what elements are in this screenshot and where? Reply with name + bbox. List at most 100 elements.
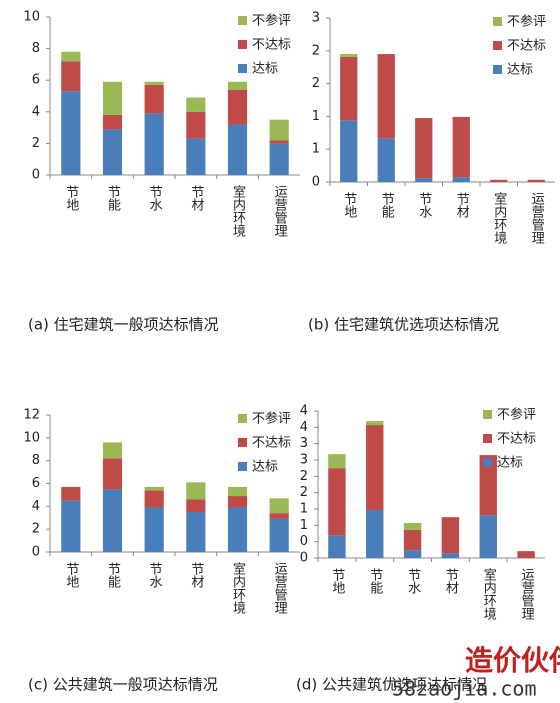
y-tick-label: 1 [300, 518, 308, 533]
bar-segment [144, 486, 164, 491]
bar-segment [377, 54, 395, 139]
x-tick-label: 节材 [443, 568, 459, 594]
bar-segment [340, 56, 358, 121]
bar-segment [61, 91, 81, 175]
bar-segment [186, 482, 206, 500]
bar-segment [366, 509, 384, 558]
chart-caption: (d) 公共建筑优选项达标情况 [296, 676, 487, 694]
legend-label: 不达标 [497, 432, 536, 447]
legend-swatch [238, 40, 247, 49]
x-tick-label: 节水 [405, 568, 421, 594]
y-tick-label: 2 [312, 43, 320, 58]
legend-label: 不参评 [252, 13, 291, 29]
y-tick-label: 6 [32, 73, 40, 88]
bar-segment [269, 498, 289, 514]
y-tick-label: 4 [300, 420, 308, 435]
bar-segment [403, 523, 422, 530]
y-tick-label: 4 [32, 499, 40, 514]
x-tick-label: 节地 [329, 568, 345, 594]
y-tick-label: 12 [23, 408, 40, 423]
bar-segment [452, 116, 470, 178]
bar-segment [102, 489, 123, 552]
y-tick-label: 4 [32, 104, 40, 119]
bar-segment [490, 179, 508, 182]
bar-segment [102, 81, 123, 115]
x-tick-label: 运营管理 [272, 185, 288, 237]
legend-label: 达标 [252, 62, 278, 77]
y-tick-label: 1 [312, 142, 320, 157]
x-tick-label: 运营管理 [272, 562, 288, 614]
bar-segment [227, 496, 248, 508]
watermark-name: 造价伙伴网 [465, 644, 560, 677]
x-tick-label: 节材 [454, 192, 470, 218]
bar-segment [227, 124, 248, 175]
x-tick-label: 室内环境 [491, 191, 507, 244]
legend-swatch [238, 414, 247, 423]
bar-segment [527, 179, 545, 182]
y-tick-label: 2 [32, 136, 40, 151]
bar-segment [415, 178, 433, 182]
legend-swatch [238, 64, 247, 73]
bar-segment [452, 177, 470, 182]
bar-segment [227, 81, 248, 90]
bar-segment [102, 114, 123, 130]
legend-swatch [493, 41, 502, 50]
bar-segment [415, 118, 433, 179]
legend-swatch [238, 438, 247, 447]
y-tick-label: 1 [312, 109, 320, 124]
legend-label: 达标 [252, 460, 278, 475]
bar-segment [441, 517, 460, 554]
y-tick-label: 8 [32, 41, 40, 56]
bar-segment [227, 507, 248, 552]
legend-label: 不参评 [507, 14, 546, 30]
bar-segment [269, 119, 289, 141]
y-tick-label: 10 [23, 10, 40, 25]
bar-segment [517, 551, 535, 558]
bar-segment [366, 425, 384, 510]
x-tick-label: 室内环境 [230, 184, 246, 237]
bar-segment [227, 486, 248, 497]
bar-segment [186, 111, 206, 139]
x-tick-label: 节地 [63, 185, 79, 211]
bar-segment [227, 89, 248, 125]
bar-segment [403, 529, 422, 551]
bar-segment [61, 500, 81, 552]
x-tick-label: 节材 [188, 562, 204, 588]
bar-segment [186, 499, 206, 513]
legend-swatch [238, 16, 247, 25]
bar-segment [328, 454, 346, 469]
bar-segment [340, 54, 358, 57]
y-tick-label: 0 [32, 168, 40, 183]
y-tick-label: 0 [312, 175, 320, 190]
legend-swatch [493, 65, 502, 74]
bar-segment [144, 84, 164, 114]
y-tick-label: 2 [300, 469, 308, 484]
bar-segment [186, 97, 206, 112]
x-tick-label: 运营管理 [519, 568, 535, 620]
bar-segment [144, 113, 164, 175]
chart-caption: (c) 公共建筑一般项达标情况 [28, 676, 218, 694]
watermark-url: 58zaojia.com [392, 677, 537, 701]
bar-segment [328, 468, 346, 536]
bar-segment [269, 513, 289, 519]
x-tick-label: 节地 [341, 192, 357, 218]
legend-swatch [483, 410, 492, 419]
bar-segment [144, 81, 164, 85]
x-tick-label: 节水 [147, 185, 163, 211]
bar-segment [479, 455, 497, 516]
y-tick-label: 2 [312, 76, 320, 91]
legend-label: 不达标 [252, 38, 291, 53]
y-tick-label: 6 [32, 476, 40, 491]
bar-segment [144, 507, 164, 552]
bar-segment [269, 518, 289, 552]
bar-segment [61, 51, 81, 62]
legend-swatch [483, 458, 492, 467]
x-tick-label: 节能 [367, 568, 383, 594]
bar-segment [269, 143, 289, 175]
chart-caption: (a) 住宅建筑一般项达标情况 [28, 316, 219, 334]
x-tick-label: 节水 [147, 562, 163, 588]
bar-segment [102, 458, 123, 490]
y-tick-label: 3 [300, 436, 308, 451]
